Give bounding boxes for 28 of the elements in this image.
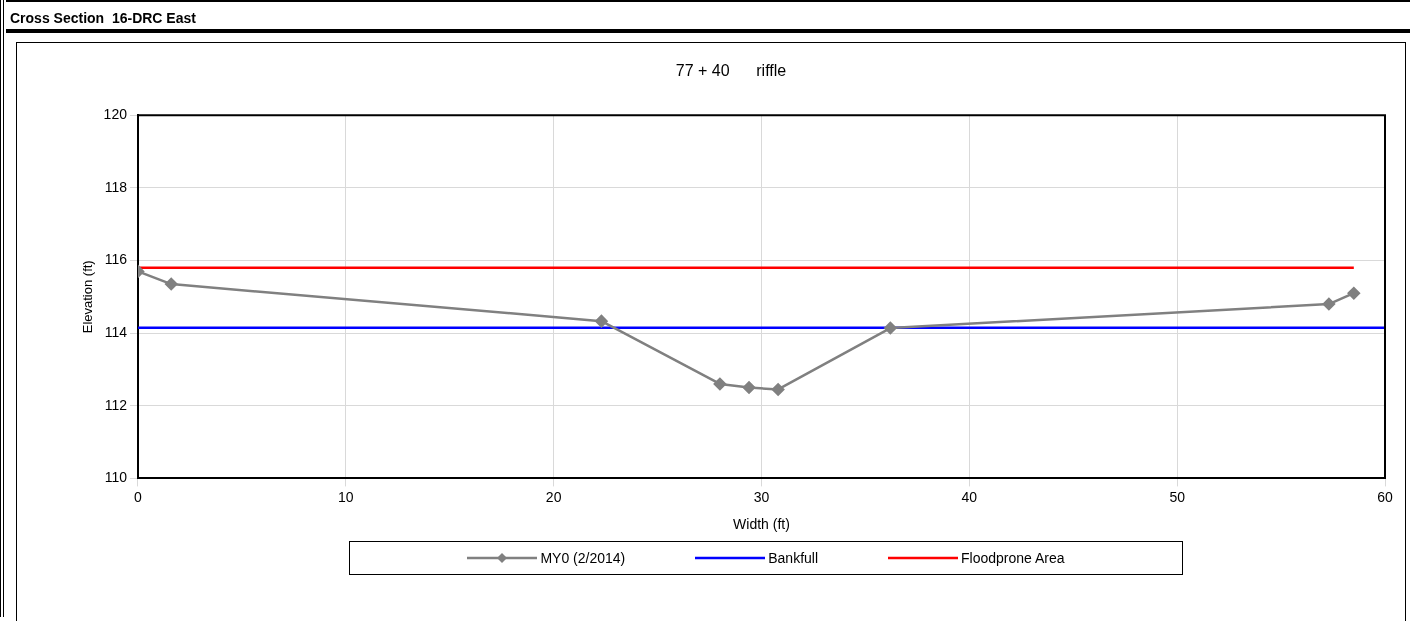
chart-title: Cross Section 16-DRC East <box>6 0 1410 33</box>
x-tick-label: 50 <box>1169 488 1186 505</box>
point <box>742 381 756 394</box>
y-tick-label: 118 <box>104 178 128 195</box>
point <box>771 383 785 396</box>
legend-label: MY0 (2/2014) <box>540 550 626 566</box>
x-tick-label: 20 <box>545 488 562 505</box>
legend-label: Floodprone Area <box>961 550 1065 566</box>
point <box>1347 286 1361 300</box>
chart-subtitle: 77 + 40 riffle <box>675 62 787 80</box>
y-axis-title: Elevation (ft) <box>80 260 96 334</box>
x-tick-label: 30 <box>753 488 770 505</box>
y-tick-label: 112 <box>104 396 128 413</box>
y-tick-label: 120 <box>103 106 128 123</box>
legend-label: Bankfull <box>768 550 819 566</box>
point <box>884 321 897 335</box>
x-tick-label: 60 <box>1377 488 1393 505</box>
y-tick-label: 114 <box>104 323 128 340</box>
point <box>595 314 608 328</box>
x-tick-label: 40 <box>961 488 978 505</box>
point <box>713 377 727 391</box>
point <box>1322 297 1336 311</box>
point <box>164 277 178 291</box>
y-tick-label: 116 <box>104 251 128 268</box>
y-tick-label: 110 <box>104 469 128 486</box>
x-tick-label: 0 <box>134 488 143 505</box>
x-axis-title: Width (ft) <box>733 516 790 533</box>
x-tick-label: 10 <box>338 488 354 505</box>
